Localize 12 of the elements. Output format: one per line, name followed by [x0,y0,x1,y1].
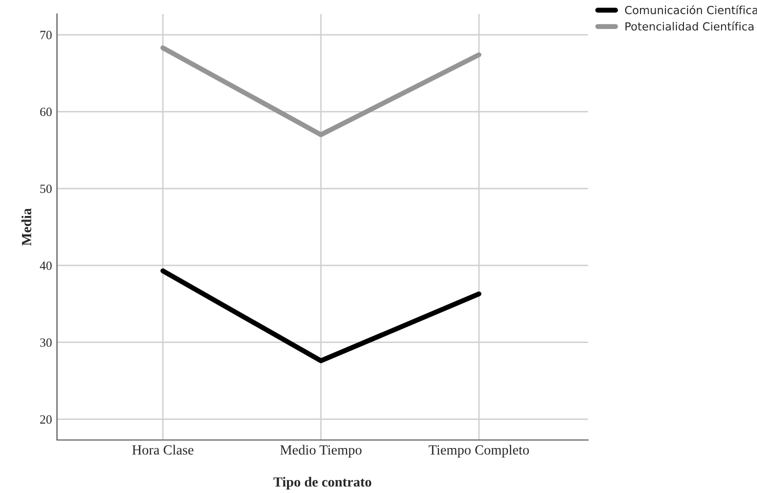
y-axis-title: Media [21,208,32,246]
y-tick-label: 60 [40,108,52,116]
x-tick-label: Hora Clase [132,444,194,455]
y-tick-label: 50 [40,184,52,194]
x-tick-label: Medio Tiempo [280,444,362,458]
legend-label: Potencialidad Científica [626,22,754,31]
x-axis-title: Tipo de contrato [273,476,372,490]
y-tick-label: 40 [40,261,52,270]
x-tick-label: Tiempo Completo [428,444,529,458]
y-tick-label: 70 [40,30,52,40]
y-tick-label: 30 [40,338,52,347]
y-tick-label: 20 [40,415,52,424]
